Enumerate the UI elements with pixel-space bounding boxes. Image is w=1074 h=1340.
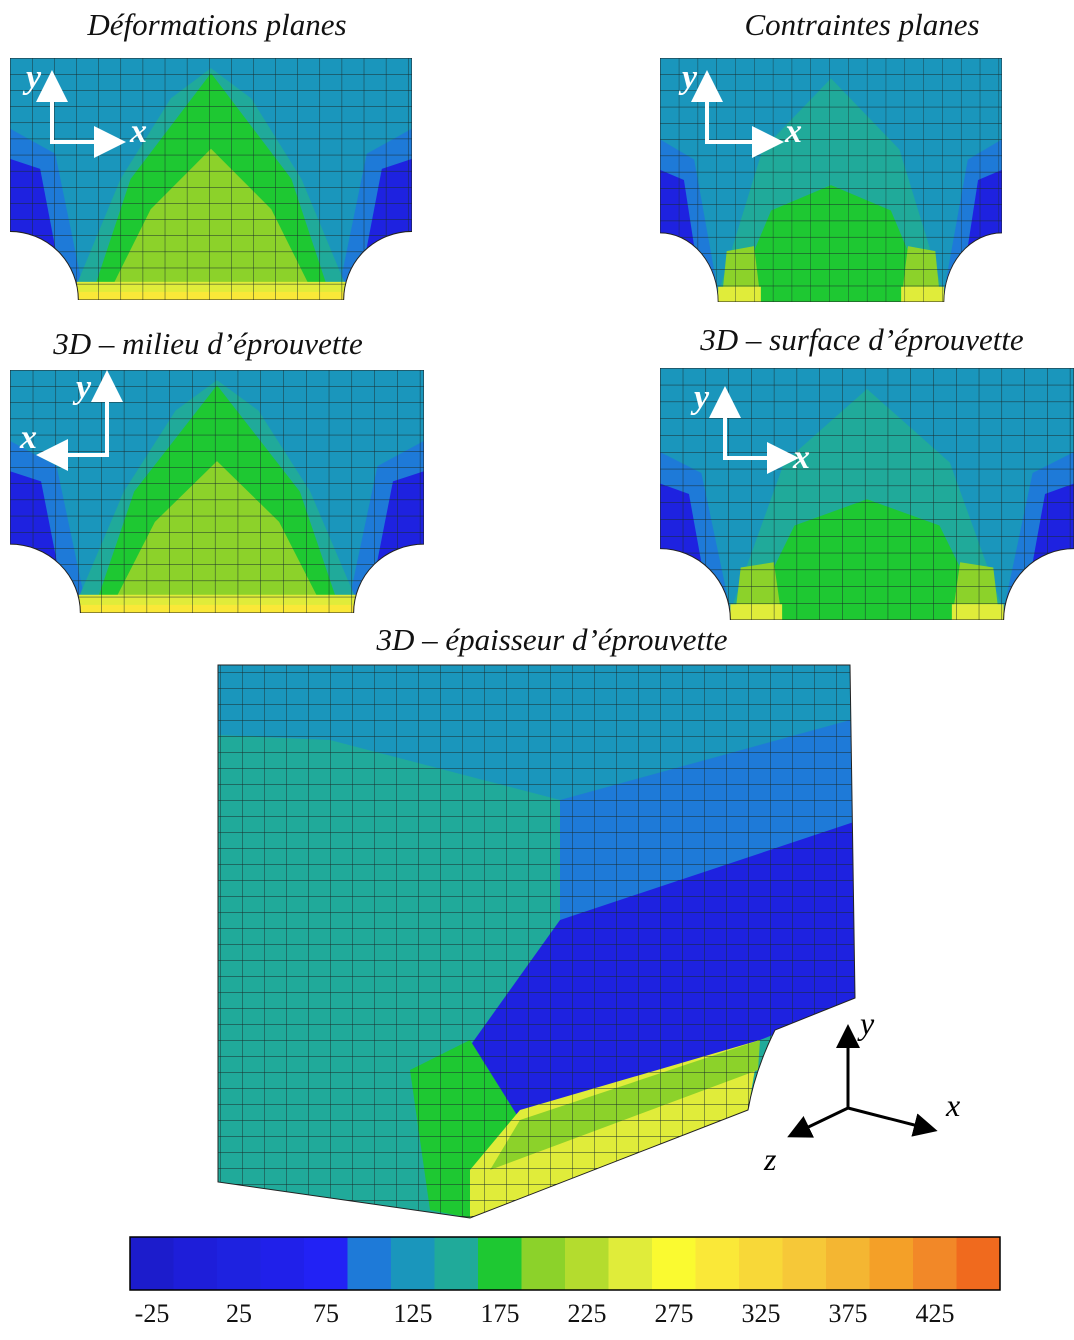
colorbar-segment [739,1237,783,1290]
colorbar-segment [347,1237,392,1290]
panel-title: 3D – surface d’éprouvette [699,322,1024,357]
colorbar-tick-label: 325 [742,1299,781,1328]
colorbar-tick-label: -25 [135,1299,170,1328]
colorbar-frame [129,1236,1001,1291]
colorbar-tick-label: 225 [568,1299,607,1328]
axis-label: x [945,1087,960,1123]
colorbar [130,1237,1001,1290]
colorbar-segment [565,1237,609,1290]
contour-plot [10,58,412,300]
colorbar-tick-label: 75 [313,1299,339,1328]
colorbar-tick-label: 25 [226,1299,252,1328]
colorbar-segment [434,1237,479,1290]
contour-plot [660,58,1002,302]
axis-arrows [36,70,799,474]
axis-label: x [19,419,37,456]
axis-label: y [678,59,698,96]
contour-plot [660,368,1074,620]
colorbar-segment [869,1237,914,1290]
contour-plot [10,370,424,613]
panel-title: 3D – milieu d’éprouvette [52,326,363,361]
colorbar-segment [391,1237,435,1290]
colorbar-tick-label: 375 [829,1299,868,1328]
axis-label: y [72,369,92,406]
colorbar-segment [478,1237,522,1290]
axis-label: x [129,113,147,150]
colorbar-segment [217,1237,261,1290]
colorbar-segment [956,1237,1001,1290]
axis-label: y [857,1005,875,1041]
colorbar-segment [260,1237,305,1290]
colorbar-tick-label: 125 [394,1299,433,1328]
colorbar-segment [695,1237,740,1290]
colorbar-segment [652,1237,696,1290]
colorbar-segment [130,1237,174,1290]
colorbar-segment [173,1237,218,1290]
colorbar-tick-label: 175 [481,1299,520,1328]
colorbar-segment [782,1237,827,1290]
colorbar-tick-label: 425 [916,1299,955,1328]
panel-title: 3D – épaisseur d’éprouvette [376,622,728,657]
axis-label: y [690,379,710,416]
colorbar-segment [304,1237,348,1290]
axis-arrows-3d [787,1024,938,1138]
panel-title: Contraintes planes [744,7,979,42]
outline [217,664,856,1219]
panel-title: Déformations planes [86,7,346,42]
colorbar-tick-label: 275 [655,1299,694,1328]
axis-label: z [763,1141,777,1177]
colorbar-segment [521,1237,566,1290]
colorbar-segment [826,1237,870,1290]
axis-label: y [22,59,42,96]
axis-label: x [784,113,802,150]
colorbar-segment [608,1237,653,1290]
colorbar-segment [913,1237,957,1290]
axis-label: x [792,439,810,476]
